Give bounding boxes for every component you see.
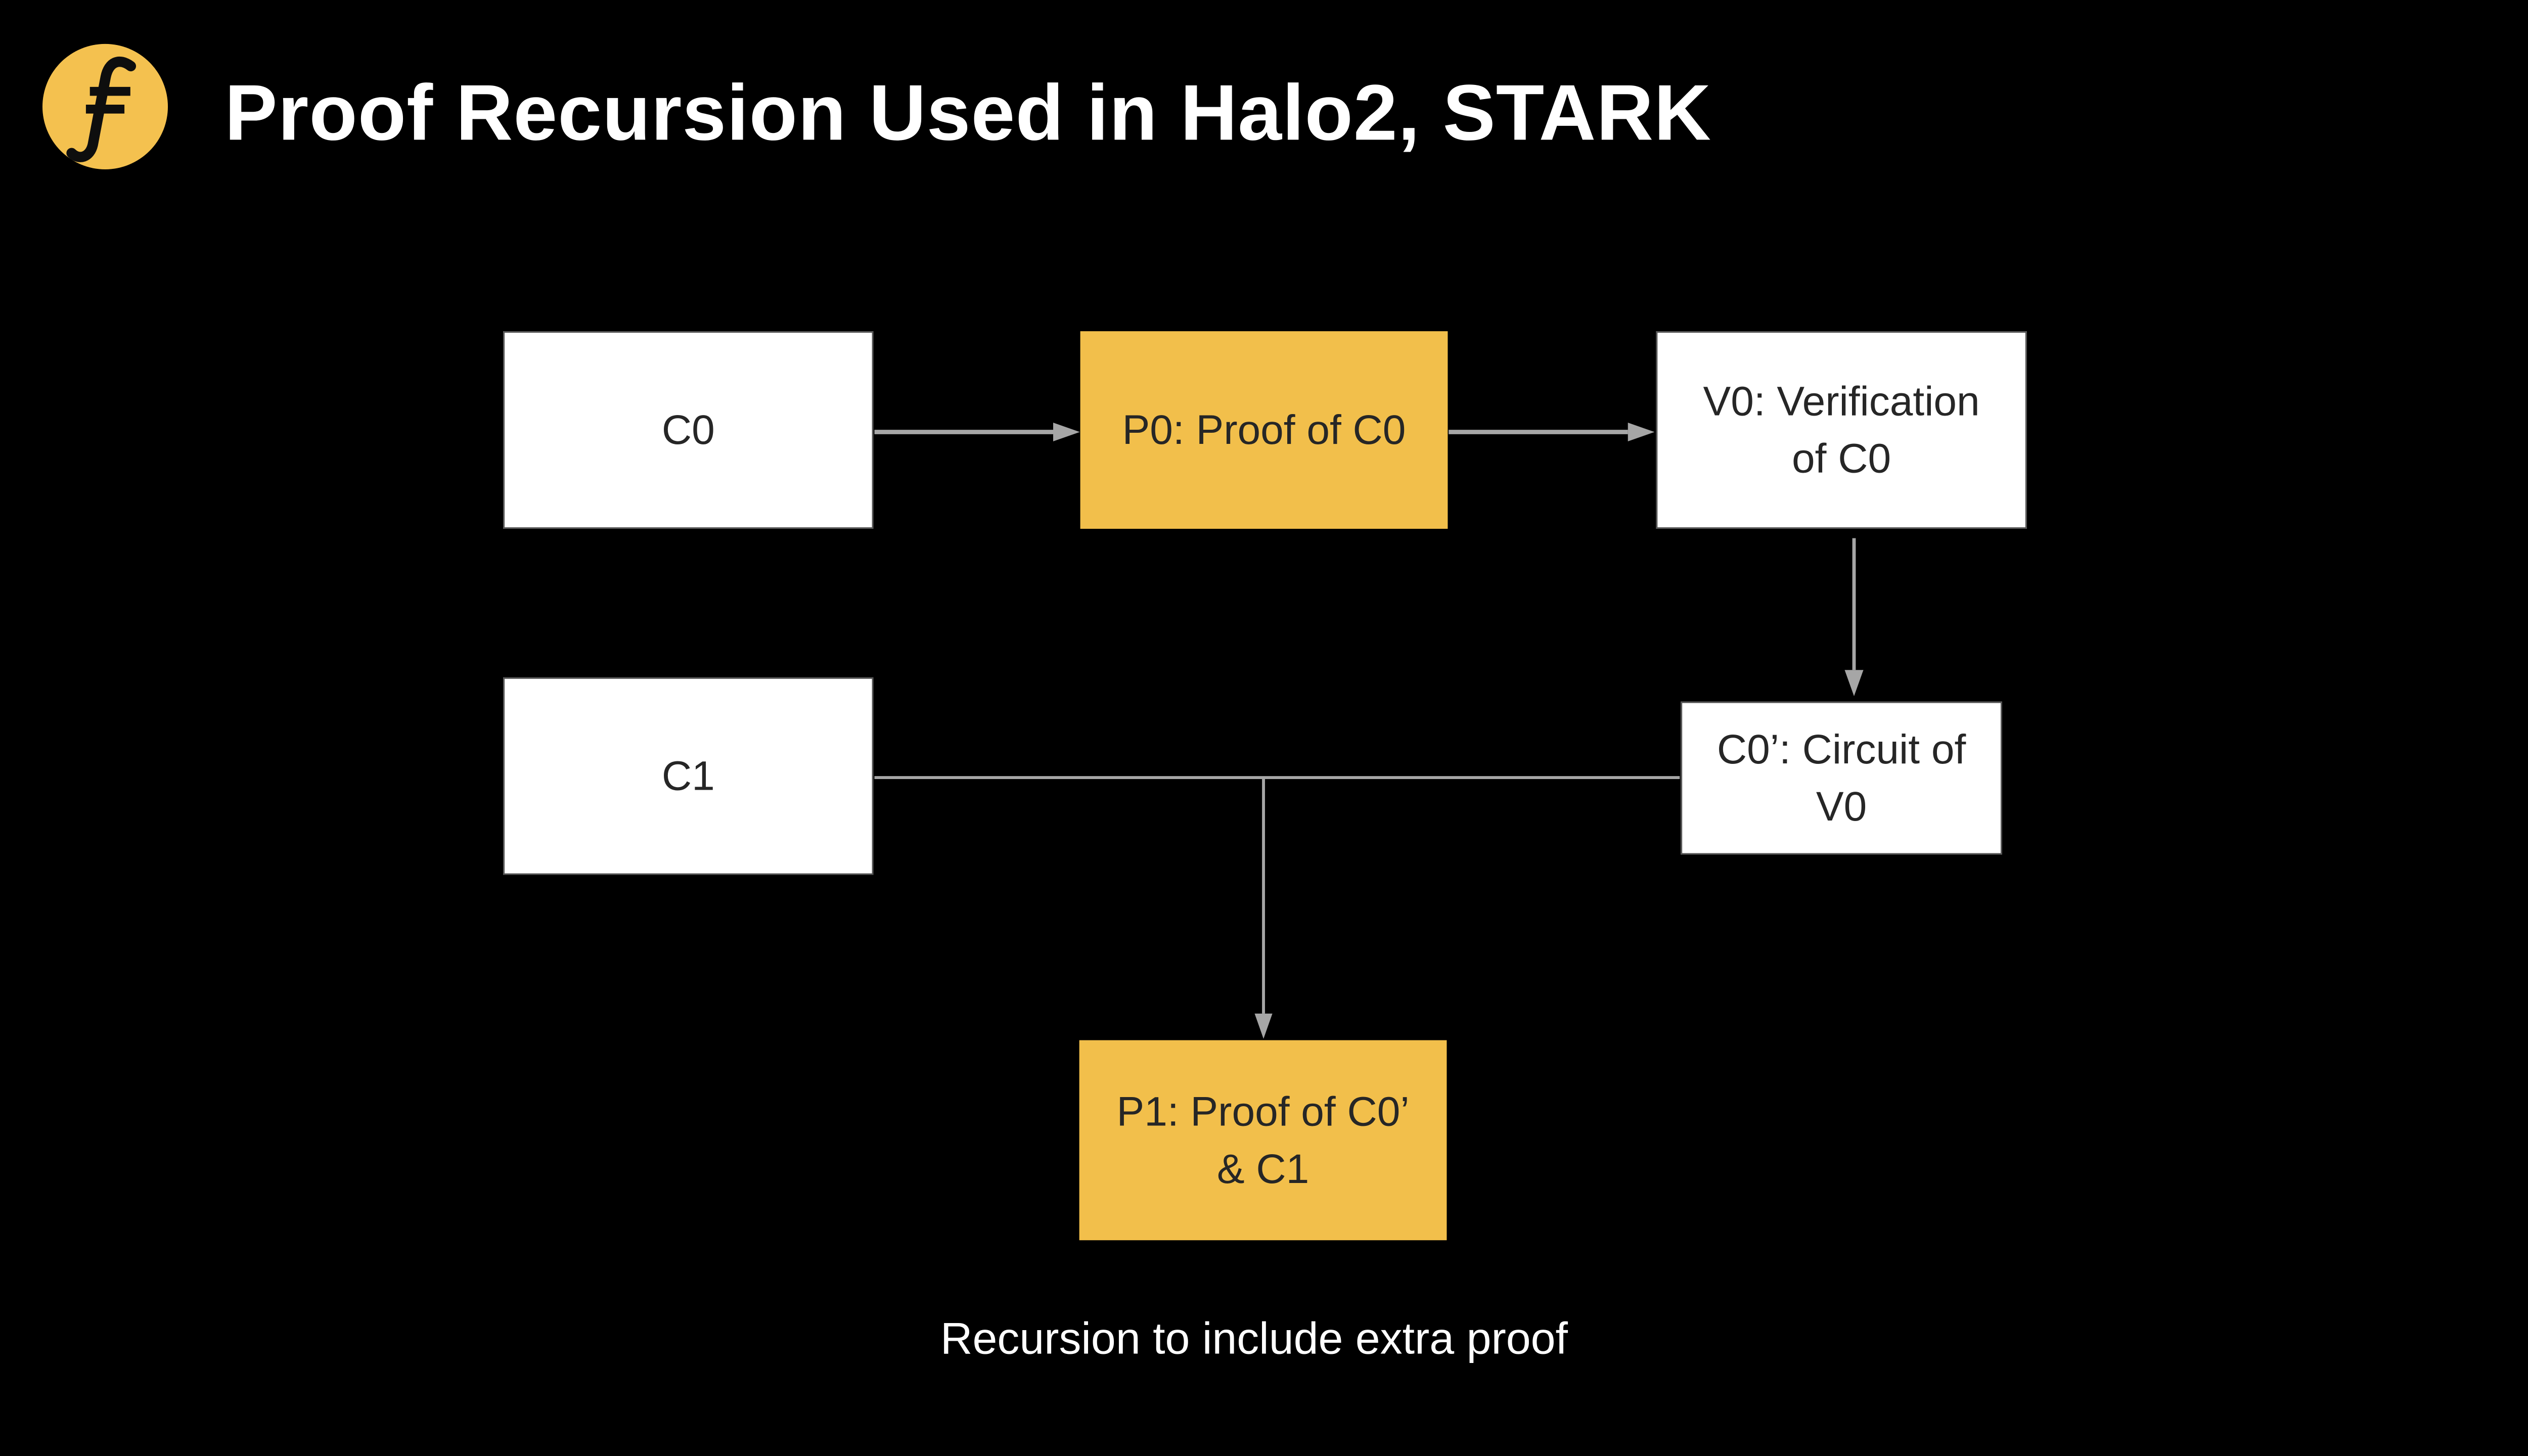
connector-layer: [874, 422, 1864, 1039]
node-c1: C1: [503, 677, 874, 875]
arrowhead-branch-p1: [1254, 1013, 1273, 1039]
arrowhead-v0-c0prime: [1844, 670, 1864, 696]
logo-f-stem: [66, 56, 137, 162]
arrowhead-c0-p0: [1053, 422, 1080, 442]
node-v0-verification: V0: Verification of C0: [1656, 331, 2027, 529]
slide-title: Proof Recursion Used in Halo2, STARK: [224, 68, 1711, 157]
slide-caption: Recursion to include extra proof: [940, 1314, 1568, 1364]
slide-stage: Proof Recursion Used in Halo2, STARK C0 …: [42, 43, 2027, 1364]
node-p1-proof: P1: Proof of C0’ & C1: [1079, 1040, 1447, 1241]
arrowhead-p0-v0: [1628, 422, 1655, 442]
filecoin-logo-icon: [42, 43, 168, 169]
node-c0prime-circuit: C0’: Circuit of V0: [1681, 701, 2002, 855]
node-p0-proof: P0: Proof of C0: [1080, 331, 1448, 529]
node-c0: C0: [503, 331, 874, 529]
